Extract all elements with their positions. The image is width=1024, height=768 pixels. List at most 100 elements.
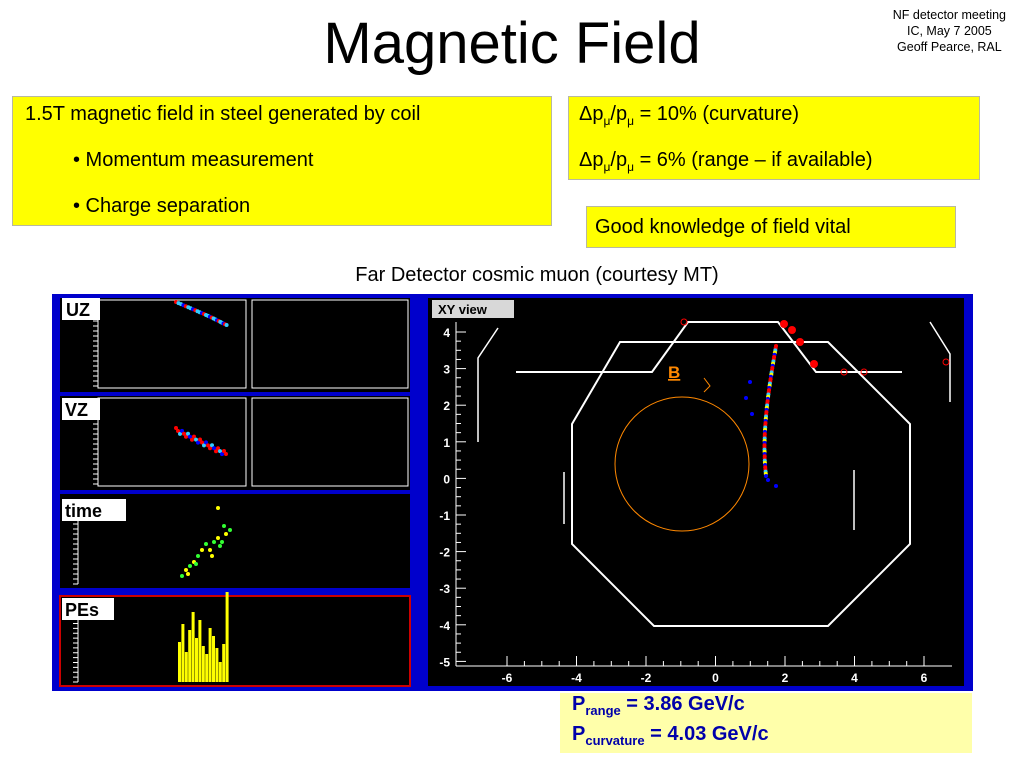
- y-tick-label: -1: [439, 509, 450, 523]
- pe-bar: [184, 652, 188, 682]
- vz-hit: [200, 440, 204, 445]
- pe-bar: [195, 638, 198, 682]
- xy-hit-large: [810, 360, 818, 368]
- pe-bar: [208, 628, 212, 682]
- time-hit: [212, 540, 216, 544]
- vz-hit: [184, 434, 188, 439]
- x-tick-label: -2: [641, 671, 652, 685]
- uz-panel: UZ: [60, 298, 410, 392]
- pe-bar: [205, 654, 209, 682]
- time-hit: [180, 574, 184, 578]
- display-caption: Far Detector cosmic muon (courtesy MT): [355, 264, 719, 286]
- x-tick-label: 0: [712, 671, 719, 685]
- xy-hit-open: [942, 358, 950, 366]
- field-description: 1.5T magnetic field in steel generated b…: [25, 103, 421, 125]
- xy-hit: [766, 478, 770, 482]
- y-tick-label: 2: [443, 399, 450, 413]
- y-tick-label: -3: [439, 582, 450, 596]
- time-hit: [218, 544, 222, 548]
- time-hit: [188, 564, 192, 568]
- vz-hit: [180, 428, 184, 433]
- time-hit: [186, 572, 190, 576]
- pe-bar: [188, 630, 192, 682]
- knowledge-textbox: Good knowledge of field vital: [586, 206, 956, 248]
- pes-panel: PEs: [59, 592, 411, 687]
- vz-hit: [206, 443, 210, 448]
- pes-label: PEs: [65, 600, 99, 620]
- vz-hit: [210, 443, 214, 448]
- xy-view-panel: XY view 4 3 2 1 0 -1 -2 -3 -4 -5 -6 -4 -2 0 2 4 6 B: [428, 298, 964, 686]
- vz-hit: [202, 443, 206, 448]
- resolution-textbox: Δpμ/pμ = 10% (curvature) Δpμ/pμ = 6% (ra…: [568, 96, 980, 180]
- meeting-info: NF detector meeting IC, May 7 2005 Geoff…: [893, 7, 1006, 55]
- pe-bar: [215, 648, 219, 682]
- momentum-textbox: Prange = 3.86 GeV/c Pcurvature = 4.03 Ge…: [560, 693, 972, 753]
- vz-hit: [174, 426, 178, 430]
- xy-hit: [764, 474, 768, 478]
- vz-hit: [182, 431, 186, 436]
- xy-hit-large: [788, 326, 796, 334]
- time-hit: [228, 528, 232, 532]
- meeting-author: Geoff Pearce, RAL: [897, 40, 1002, 54]
- time-hit: [224, 532, 228, 536]
- time-hit: [200, 548, 204, 552]
- vz-hit: [224, 452, 228, 456]
- pe-bar: [222, 644, 226, 682]
- resolution-curvature: Δpμ/pμ = 10% (curvature): [579, 103, 800, 128]
- vz-hit: [212, 446, 216, 451]
- time-hit: [210, 554, 214, 558]
- xy-hit-large: [780, 320, 788, 328]
- pe-bar: [225, 592, 229, 682]
- p-curvature: Pcurvature = 4.03 GeV/c: [572, 723, 769, 748]
- vz-hit: [176, 429, 180, 433]
- xy-hit: [744, 396, 748, 400]
- pe-bar: [191, 612, 195, 682]
- vz-hit: [204, 440, 208, 445]
- y-tick-label: 0: [443, 472, 450, 486]
- vz-hit: [192, 434, 196, 439]
- vz-hit: [216, 446, 220, 451]
- meeting-name: NF detector meeting: [892, 8, 1006, 22]
- detector-octagon: [571, 341, 911, 627]
- slide-title: Magnetic Field: [323, 11, 701, 76]
- vz-hit: [186, 431, 190, 436]
- vz-hit: [214, 449, 218, 454]
- vz-hit: [194, 437, 198, 442]
- xy-hit: [748, 380, 752, 384]
- y-tick-label: 3: [443, 363, 450, 377]
- veto-shield: [516, 321, 902, 373]
- p-range: Prange = 3.86 GeV/c: [572, 693, 745, 718]
- xy-hit-open: [840, 368, 848, 376]
- pe-bar: [218, 662, 222, 682]
- time-hit: [204, 542, 208, 546]
- meeting-date: IC, May 7 2005: [906, 24, 992, 38]
- event-display: UZ VZ time PEs XY: [52, 294, 973, 691]
- time-hit: [220, 540, 224, 544]
- xy-hit: [774, 484, 778, 488]
- time-hit: [216, 506, 220, 510]
- xy-hit-open: [680, 318, 688, 326]
- pe-bar: [212, 636, 215, 682]
- time-hit: [216, 536, 220, 540]
- xy-hit-large: [796, 338, 804, 346]
- vz-hit: [188, 434, 192, 439]
- y-tick-label: 1: [443, 436, 450, 450]
- y-tick-label: -5: [439, 655, 450, 669]
- time-label: time: [65, 501, 102, 521]
- bullet-charge: • Charge separation: [73, 195, 251, 217]
- pe-bar: [181, 624, 185, 682]
- y-tick-label: -4: [439, 619, 450, 633]
- b-field-label: B: [668, 363, 680, 382]
- x-tick-label: 2: [782, 671, 789, 685]
- coil-circle: [614, 396, 750, 532]
- bullet-momentum: • Momentum measurement: [73, 149, 314, 171]
- vz-panel: VZ: [60, 396, 410, 490]
- uz-label: UZ: [66, 300, 90, 320]
- pe-bar: [201, 646, 205, 682]
- y-tick-label: 4: [443, 326, 450, 340]
- xy-hit: [750, 412, 754, 416]
- field-textbox: 1.5T magnetic field in steel generated b…: [12, 96, 552, 226]
- x-tick-label: -4: [571, 671, 582, 685]
- time-panel: time: [60, 494, 410, 588]
- time-hit: [208, 548, 212, 552]
